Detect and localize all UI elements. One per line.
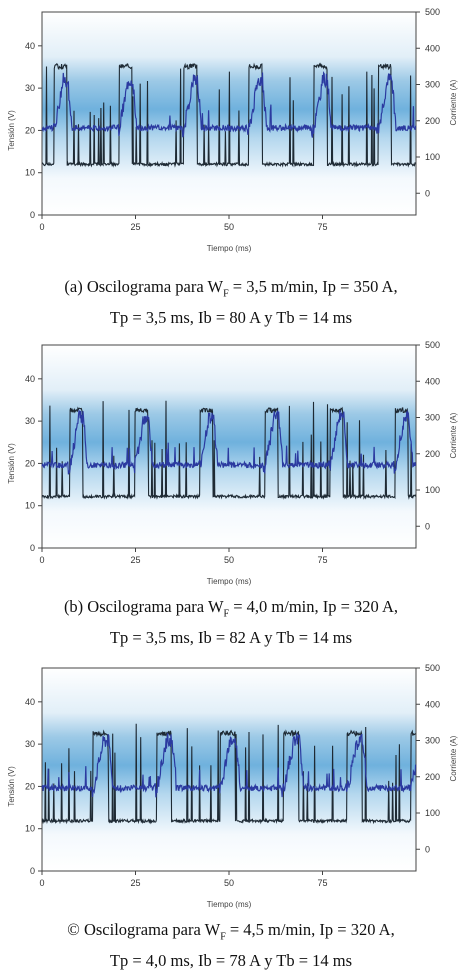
y-right-tick-label: 100 (425, 485, 440, 495)
y-right-tick-label: 400 (425, 43, 440, 53)
oscillogram-panel-c: 0 10 20 30 40 500 400 300 200 100 0 0 25 50 75 Tiempo (… (0, 656, 462, 973)
x-axis-label: Tiempo (ms) (207, 900, 252, 909)
x-axis-label: Tiempo (ms) (207, 577, 252, 586)
y-left-tick-label: 30 (25, 739, 35, 749)
caption-a-line2: Tp = 3,5 ms, Ib = 80 A y Tb = 14 ms (109, 308, 353, 328)
y-left-tick-label: 10 (25, 501, 35, 511)
y-left-tick-label: 30 (25, 83, 35, 93)
caption-b-line1-pre: (b) Oscilograma para W (63, 597, 224, 616)
x-tick-label: 25 (130, 878, 140, 888)
oscillogram-panel-a: 0 10 20 30 40 500 400 300 200 100 0 0 25 50 75 Tiempo (… (0, 0, 462, 330)
y-right-axis-label: Corriente (A) (449, 79, 458, 125)
x-tick-label: 75 (317, 555, 327, 565)
y-left-tick-label: 0 (30, 543, 35, 553)
x-tick-label: 75 (317, 878, 327, 888)
y-right-tick-label: 100 (425, 808, 440, 818)
y-right-tick-label: 300 (425, 80, 440, 90)
series-line-current (42, 62, 416, 168)
y-left-axis-label: Tensión (V) (7, 443, 16, 484)
y-right-tick-label: 100 (425, 152, 440, 162)
y-right-tick-label: 200 (425, 772, 440, 782)
caption-b-line2: Tp = 3,5 ms, Ib = 82 A y Tb = 14 ms (109, 628, 353, 648)
oscillogram-panel-b: 0 10 20 30 40 500 400 300 200 100 0 0 25 50 75 Tiempo (… (0, 333, 462, 653)
y-left-tick-label: 0 (30, 210, 35, 220)
y-right-tick-label: 0 (425, 521, 430, 531)
y-right-tick-label: 400 (425, 699, 440, 709)
y-left-tick-label: 10 (25, 824, 35, 834)
y-right-tick-label: 500 (425, 340, 440, 350)
x-axis-label: Tiempo (ms) (207, 244, 252, 253)
caption-c-line1-pre: © Oscilograma para W (67, 920, 221, 939)
x-tick-label: 50 (224, 222, 234, 232)
series-line-voltage (41, 409, 417, 475)
y-right-axis-label: Corriente (A) (449, 412, 458, 458)
y-left-tick-label: 20 (25, 125, 35, 135)
y-right-tick-label: 400 (425, 376, 440, 386)
y-right-tick-label: 500 (425, 7, 440, 17)
y-left-tick-label: 20 (25, 781, 35, 791)
x-tick-label: 25 (130, 222, 140, 232)
y-left-tick-label: 40 (25, 374, 35, 384)
plot-area (41, 667, 417, 872)
y-left-tick-label: 10 (25, 168, 35, 178)
x-tick-label: 25 (130, 555, 140, 565)
y-right-tick-label: 300 (425, 413, 440, 423)
caption-c-sub: F (220, 931, 226, 943)
caption-a-line1-pre: (a) Oscilograma para W (64, 277, 224, 296)
y-right-tick-label: 200 (425, 116, 440, 126)
series-line-voltage (41, 733, 417, 798)
y-left-axis-label: Tensión (V) (7, 766, 16, 807)
y-right-tick-label: 500 (425, 663, 440, 673)
x-tick-label: 75 (317, 222, 327, 232)
y-left-tick-label: 30 (25, 416, 35, 426)
caption-b-line1-post: = 4,0 m/min, Ip = 320 A, (229, 597, 399, 616)
x-tick-label: 50 (224, 555, 234, 565)
caption-b: (b) Oscilograma para WF = 4,0 m/min, Ip … (0, 595, 462, 650)
series-line-current (41, 400, 417, 500)
caption-a-line1-post: = 3,5 m/min, Ip = 350 A, (228, 277, 398, 296)
y-right-tick-label: 0 (425, 844, 430, 854)
y-right-tick-label: 300 (425, 736, 440, 746)
caption-a-sub: F (223, 288, 229, 300)
caption-b-sub: F (223, 608, 230, 620)
y-left-tick-label: 40 (25, 41, 35, 51)
y-right-axis-label: Corriente (A) (449, 735, 458, 781)
x-tick-label: 0 (39, 222, 44, 232)
caption-c-line1-post: = 4,5 m/min, Ip = 320 A, (225, 920, 395, 939)
caption-c-line2: Tp = 4,0 ms, Ib = 78 A y Tb = 14 ms (109, 951, 353, 971)
caption-a: (a) Oscilograma para WF = 3,5 m/min, Ip … (0, 275, 462, 330)
y-left-axis-label: Tensión (V) (7, 110, 16, 151)
y-right-tick-label: 0 (425, 188, 430, 198)
x-tick-label: 0 (39, 878, 44, 888)
x-tick-label: 50 (224, 878, 234, 888)
caption-c: © Oscilograma para WF = 4,5 m/min, Ip = … (0, 918, 462, 973)
plot-area (41, 344, 417, 549)
y-right-tick-label: 200 (425, 449, 440, 459)
series-line-current (41, 723, 416, 825)
series-line-voltage (41, 71, 417, 138)
y-left-tick-label: 0 (30, 866, 35, 876)
y-left-tick-label: 40 (25, 697, 35, 707)
x-tick-label: 0 (39, 555, 44, 565)
y-left-tick-label: 20 (25, 458, 35, 468)
